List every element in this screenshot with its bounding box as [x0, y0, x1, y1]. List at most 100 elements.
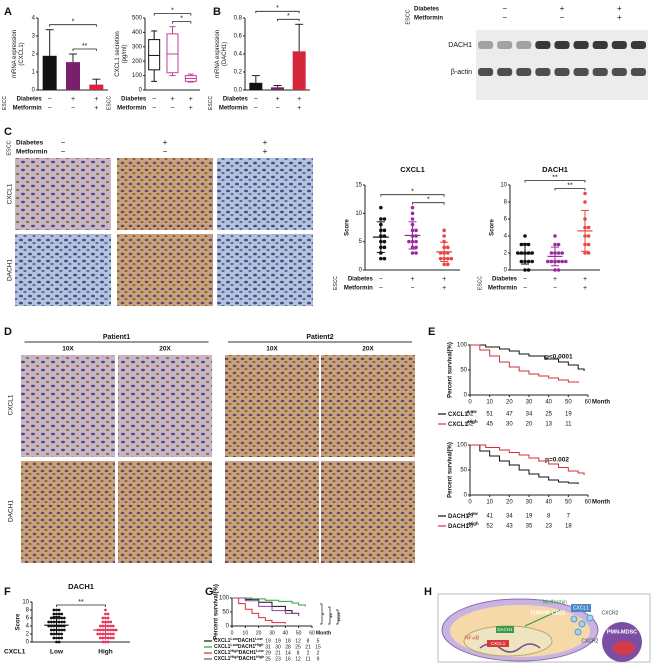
- condition-sign: +: [617, 13, 622, 22]
- significance-bracket: [380, 194, 445, 197]
- risk-count: 9: [317, 656, 320, 662]
- risk-count: 34: [526, 412, 533, 418]
- data-point: [55, 636, 58, 640]
- panel-label: H: [424, 586, 432, 598]
- legend-label: CXCL1High: [448, 419, 478, 427]
- data-point: [379, 256, 383, 261]
- risk-count: 16: [285, 656, 291, 662]
- legend-label-part: DACH1: [238, 644, 255, 650]
- data-point: [583, 251, 587, 255]
- y-tick-label: 0.6: [234, 34, 243, 40]
- data-point: [553, 234, 557, 238]
- significance-label: **: [552, 174, 558, 181]
- legend-label-part: CXCL1: [448, 422, 468, 428]
- y-tick-label: 8: [504, 200, 508, 206]
- band: [554, 68, 570, 76]
- risk-count: 35: [526, 524, 533, 530]
- survival-curve: [470, 344, 579, 383]
- panel-label: F: [4, 586, 11, 598]
- data-point: [60, 616, 64, 620]
- group-label: ESCC: [477, 276, 483, 290]
- significance-label: ****: [339, 612, 345, 622]
- legend-label-part: DACH1: [239, 656, 256, 662]
- y-tick-label: 10: [500, 183, 507, 189]
- x-tick-label: 20: [256, 630, 262, 636]
- band: [478, 41, 494, 49]
- significance-bracket: [320, 603, 323, 625]
- risk-count: 19: [265, 638, 271, 644]
- significance-bracket: [554, 188, 586, 191]
- risk-count: 2: [317, 650, 320, 656]
- risk-count: 8: [547, 514, 551, 520]
- data-point: [382, 217, 387, 221]
- y-tick-label: 3: [32, 34, 36, 40]
- condition-sign: −: [152, 96, 156, 103]
- risk-count: 23: [275, 656, 281, 662]
- stain-label: DACH1: [8, 500, 15, 522]
- risk-count: 15: [315, 644, 321, 650]
- y-axis-label: (CXCL1): [19, 42, 25, 65]
- bar: [42, 55, 57, 90]
- condition-name: Metformin: [414, 16, 443, 22]
- chart-title: DACH1: [68, 582, 94, 591]
- legend-label: DACH1High: [448, 521, 479, 529]
- data-point: [445, 262, 450, 267]
- data-point: [101, 632, 105, 636]
- condition-sign: −: [523, 276, 527, 283]
- data-point: [62, 620, 66, 624]
- data-point: [382, 228, 387, 233]
- data-point: [586, 234, 591, 238]
- ihc-image: [117, 234, 213, 306]
- condition-sign: +: [71, 96, 75, 103]
- data-point: [57, 608, 61, 612]
- significance-bracket: [172, 21, 192, 24]
- data-point: [549, 251, 554, 255]
- condition-name: Metformin: [219, 106, 248, 112]
- magnification-label: 20X: [159, 346, 171, 353]
- band: [630, 41, 646, 49]
- data-point: [109, 624, 113, 628]
- data-point: [104, 616, 107, 620]
- x-tick-label: 0: [468, 500, 472, 506]
- condition-sign: +: [275, 96, 279, 103]
- condition-sign: −: [523, 285, 527, 292]
- data-point: [57, 620, 61, 624]
- data-point: [52, 612, 56, 616]
- chemokine: [578, 620, 586, 628]
- y-axis-label: (pg/ml): [122, 45, 128, 64]
- x-tick-label: 0: [468, 400, 472, 406]
- magnification-label: 10X: [62, 346, 74, 353]
- panel-label: G: [205, 586, 214, 598]
- risk-count: 5: [317, 638, 320, 644]
- legend-label-part: High: [256, 655, 265, 659]
- band: [554, 41, 570, 49]
- data-point: [410, 205, 415, 210]
- y-tick-label: 0: [359, 268, 363, 274]
- risk-count: 18: [285, 638, 291, 644]
- x-tick-label: 20: [506, 400, 513, 406]
- condition-name: Diabetes: [492, 277, 518, 283]
- ihc-image: [321, 461, 415, 563]
- data-point: [57, 616, 61, 620]
- significance-label: **: [78, 599, 84, 606]
- risk-count: 7: [567, 514, 571, 520]
- band: [611, 41, 627, 49]
- y-tick-label: 1: [32, 70, 36, 76]
- x-axis-label: Month: [592, 500, 610, 506]
- risk-count: 19: [565, 412, 572, 418]
- y-tick-label: 50: [222, 610, 229, 616]
- data-point: [523, 234, 527, 238]
- risk-count: 11: [565, 422, 572, 428]
- diagram-label: DACH1: [497, 627, 513, 632]
- data-point: [549, 259, 554, 264]
- data-point: [106, 632, 110, 636]
- condition-sign: −: [61, 147, 66, 156]
- condition-sign: +: [583, 285, 587, 292]
- data-point: [49, 632, 53, 636]
- data-point: [556, 268, 561, 272]
- patient-label: Patient2: [306, 334, 333, 341]
- y-tick-label: 300: [132, 44, 143, 50]
- significance-label: *: [287, 13, 290, 20]
- y-tick-label: 0: [464, 393, 468, 399]
- ihc-image: [21, 355, 115, 457]
